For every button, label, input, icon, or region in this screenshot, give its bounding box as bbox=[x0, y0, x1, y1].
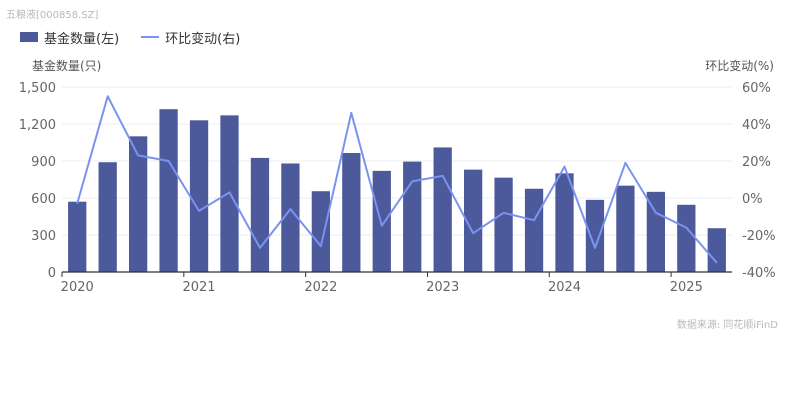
bar bbox=[129, 136, 148, 272]
bar bbox=[433, 147, 452, 272]
x-axis-tick-label: 2022 bbox=[304, 280, 337, 295]
x-axis-tick-label: 2024 bbox=[548, 280, 581, 295]
left-axis-title: 基金数量(只) bbox=[32, 59, 102, 73]
legend-label-fund-count: 基金数量(左) bbox=[44, 31, 120, 47]
right-axis-tick-label: -20% bbox=[742, 229, 776, 244]
left-axis-tick-label: 1,500 bbox=[19, 81, 56, 96]
series-line bbox=[76, 95, 718, 264]
bar bbox=[585, 199, 605, 272]
watermark: 五粮液[000858.SZ] bbox=[6, 10, 99, 21]
bar bbox=[281, 163, 300, 272]
bar bbox=[189, 120, 209, 272]
bar bbox=[555, 173, 574, 272]
legend-swatch-bar bbox=[20, 32, 38, 42]
x-axis-tick-label: 2021 bbox=[182, 280, 215, 295]
bar bbox=[494, 177, 513, 272]
bar bbox=[98, 162, 117, 272]
x-axis-tick-label: 2025 bbox=[670, 280, 703, 295]
bar bbox=[250, 157, 270, 272]
left-axis-tick-label: 0 bbox=[48, 266, 56, 281]
right-axis-title: 环比变动(%) bbox=[705, 59, 774, 73]
bar bbox=[616, 185, 635, 272]
legend-label-qoq-change: 环比变动(右) bbox=[165, 31, 241, 47]
chart-legend: 基金数量(左) 环比变动(右) bbox=[20, 28, 262, 47]
x-axis-tick-label: 2020 bbox=[61, 280, 94, 295]
bar bbox=[464, 169, 483, 272]
bar bbox=[524, 188, 544, 272]
right-axis-tick-label: 20% bbox=[742, 155, 771, 170]
left-axis-tick-label: 900 bbox=[31, 155, 56, 170]
left-axis-tick-label: 1,200 bbox=[19, 118, 56, 133]
bar bbox=[372, 170, 391, 272]
bar bbox=[311, 191, 330, 272]
x-axis-tick-label: 2023 bbox=[426, 280, 459, 295]
left-axis-tick-label: 300 bbox=[31, 229, 56, 244]
data-source: 数据来源: 同花顺iFinD bbox=[676, 320, 778, 331]
bar bbox=[68, 201, 87, 272]
bar bbox=[159, 109, 178, 272]
bar bbox=[707, 228, 726, 272]
legend-swatch-line bbox=[141, 36, 160, 38]
right-axis-tick-label: 0% bbox=[742, 192, 763, 207]
bar bbox=[677, 204, 696, 272]
bar bbox=[403, 161, 422, 272]
right-axis-tick-label: 60% bbox=[742, 81, 771, 96]
left-axis-tick-label: 600 bbox=[31, 192, 56, 207]
right-axis-tick-label: 40% bbox=[742, 118, 771, 133]
bar bbox=[342, 152, 361, 272]
legend-item-qoq-change[interactable]: 环比变动(右) bbox=[141, 28, 240, 47]
legend-item-fund-count[interactable]: 基金数量(左) bbox=[20, 28, 119, 47]
right-axis-tick-label: -40% bbox=[742, 266, 776, 281]
bar bbox=[646, 191, 665, 272]
